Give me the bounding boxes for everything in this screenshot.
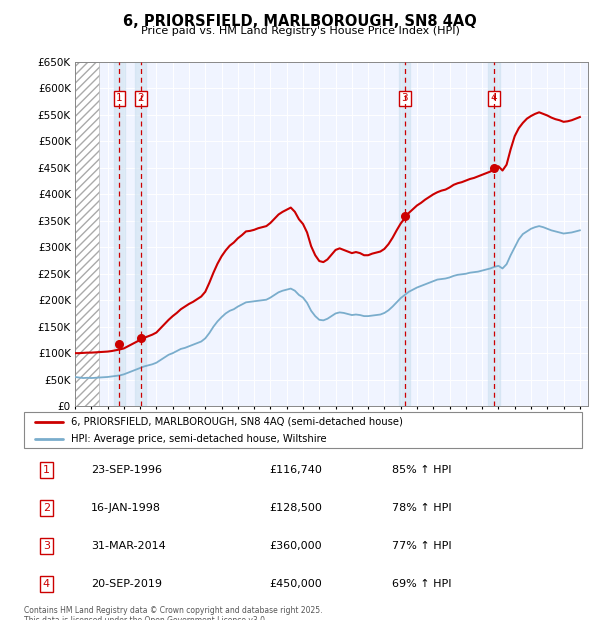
Bar — [75, 62, 100, 406]
Text: 3: 3 — [401, 93, 408, 103]
Text: 3: 3 — [43, 541, 50, 551]
Text: Contains HM Land Registry data © Crown copyright and database right 2025.
This d: Contains HM Land Registry data © Crown c… — [24, 606, 323, 620]
Text: 77% ↑ HPI: 77% ↑ HPI — [392, 541, 452, 551]
Bar — [399, 62, 410, 406]
Text: 6, PRIORSFIELD, MARLBOROUGH, SN8 4AQ: 6, PRIORSFIELD, MARLBOROUGH, SN8 4AQ — [123, 14, 477, 29]
Text: 4: 4 — [43, 578, 50, 588]
Text: HPI: Average price, semi-detached house, Wiltshire: HPI: Average price, semi-detached house,… — [71, 433, 327, 444]
Text: 1: 1 — [116, 93, 123, 103]
Text: 1: 1 — [43, 465, 50, 475]
Bar — [488, 62, 500, 406]
Text: 2: 2 — [137, 93, 144, 103]
Text: 6, PRIORSFIELD, MARLBOROUGH, SN8 4AQ (semi-detached house): 6, PRIORSFIELD, MARLBOROUGH, SN8 4AQ (se… — [71, 417, 403, 427]
Text: 16-JAN-1998: 16-JAN-1998 — [91, 503, 161, 513]
Text: Price paid vs. HM Land Registry's House Price Index (HPI): Price paid vs. HM Land Registry's House … — [140, 26, 460, 36]
Text: 2: 2 — [43, 503, 50, 513]
Text: 23-SEP-1996: 23-SEP-1996 — [91, 465, 162, 475]
Bar — [114, 62, 125, 406]
FancyBboxPatch shape — [24, 412, 582, 448]
Bar — [135, 62, 146, 406]
Text: 20-SEP-2019: 20-SEP-2019 — [91, 578, 162, 588]
Text: 69% ↑ HPI: 69% ↑ HPI — [392, 578, 452, 588]
Text: £116,740: £116,740 — [269, 465, 322, 475]
Text: 4: 4 — [491, 93, 497, 103]
Text: 78% ↑ HPI: 78% ↑ HPI — [392, 503, 452, 513]
Text: £360,000: £360,000 — [269, 541, 322, 551]
Text: 85% ↑ HPI: 85% ↑ HPI — [392, 465, 452, 475]
Text: 31-MAR-2014: 31-MAR-2014 — [91, 541, 166, 551]
Text: £450,000: £450,000 — [269, 578, 322, 588]
Text: £128,500: £128,500 — [269, 503, 322, 513]
